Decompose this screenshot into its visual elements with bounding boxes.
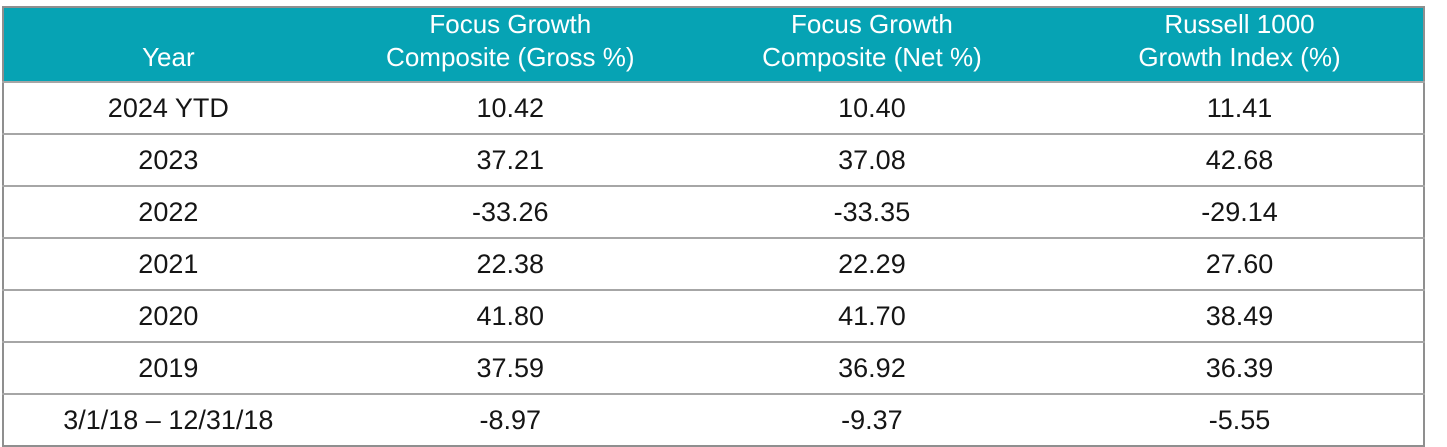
header-line2: Year: [142, 42, 195, 72]
net-value-cell: -33.35: [687, 186, 1056, 239]
gross-value-cell: -8.97: [479, 404, 542, 435]
performance-table: Year Focus Growth Composite (Gross %) Focus…: [2, 6, 1425, 447]
index-value-cell: -5.55: [1208, 404, 1271, 435]
header-row: Year Focus Growth Composite (Gross %) Focus…: [3, 7, 1424, 83]
table-body: 2024 YTD 10.42 10.40 11.41 2023 37.21 37.08 42.…: [3, 82, 1424, 446]
header-line1: Focus Growth: [791, 9, 953, 39]
table-row: 3/1/18 – 12/31/18 -8.97 -9.37 -5.55: [3, 394, 1424, 446]
index-value-cell: 36.39: [1055, 342, 1424, 395]
column-header-index: Russell 1000 Growth Index (%): [1055, 7, 1424, 83]
table-row: 2021 22.38 22.29 27.60: [3, 238, 1424, 291]
table-row: 2024 YTD 10.42 10.40 11.41: [3, 82, 1424, 135]
gross-value-cell: 22.38: [332, 238, 688, 291]
net-value-cell: 41.70: [687, 290, 1056, 343]
index-value-cell: -29.14: [1055, 186, 1424, 239]
table-row: 2022 -33.26 -33.35 -29.14: [3, 186, 1424, 239]
year-cell: 2023: [3, 134, 333, 187]
table-row: 2019 37.59 36.92 36.39: [3, 342, 1424, 395]
table-row: 2023 37.21 37.08 42.68: [3, 134, 1424, 187]
column-header-gross: Focus Growth Composite (Gross %): [332, 7, 688, 83]
net-value-cell: 22.29: [687, 238, 1056, 291]
header-line2: Growth Index (%): [1138, 42, 1341, 72]
year-cell: 2020: [3, 290, 333, 343]
gross-value-cell: 37.59: [332, 342, 688, 395]
column-header-year: Year: [3, 7, 333, 83]
table-row: 2020 41.80 41.70 38.49: [3, 290, 1424, 343]
net-value-cell: 10.40: [687, 82, 1056, 135]
header-line2: Composite (Net %): [762, 42, 982, 72]
year-cell: 2022: [3, 186, 333, 239]
header-line2: Composite (Gross %): [386, 42, 635, 72]
header-line1: Focus Growth: [429, 9, 592, 39]
year-cell: 2019: [3, 342, 333, 395]
index-value-cell: 11.41: [1055, 82, 1424, 135]
header-line1: Russell 1000: [1164, 9, 1315, 39]
gross-value-cell: -33.26: [332, 186, 688, 239]
net-value-cell: -9.37: [841, 404, 903, 435]
gross-value-cell: 10.42: [332, 82, 688, 135]
index-value-cell: 38.49: [1055, 290, 1424, 343]
year-cell: 2021: [3, 238, 333, 291]
column-header-net: Focus Growth Composite (Net %): [687, 7, 1056, 83]
gross-value-cell: 41.80: [332, 290, 688, 343]
index-value-cell: 42.68: [1055, 134, 1424, 187]
table-header: Year Focus Growth Composite (Gross %) Focus…: [3, 7, 1424, 83]
index-value-cell: 27.60: [1055, 238, 1424, 291]
net-value-cell: 36.92: [687, 342, 1056, 395]
returns-table: Year Focus Growth Composite (Gross %) Focus…: [2, 6, 1425, 447]
net-value-cell: 37.08: [687, 134, 1056, 187]
year-cell: 2024 YTD: [3, 82, 333, 135]
year-cell: 3/1/18 – 12/31/18: [63, 404, 274, 435]
gross-value-cell: 37.21: [332, 134, 688, 187]
